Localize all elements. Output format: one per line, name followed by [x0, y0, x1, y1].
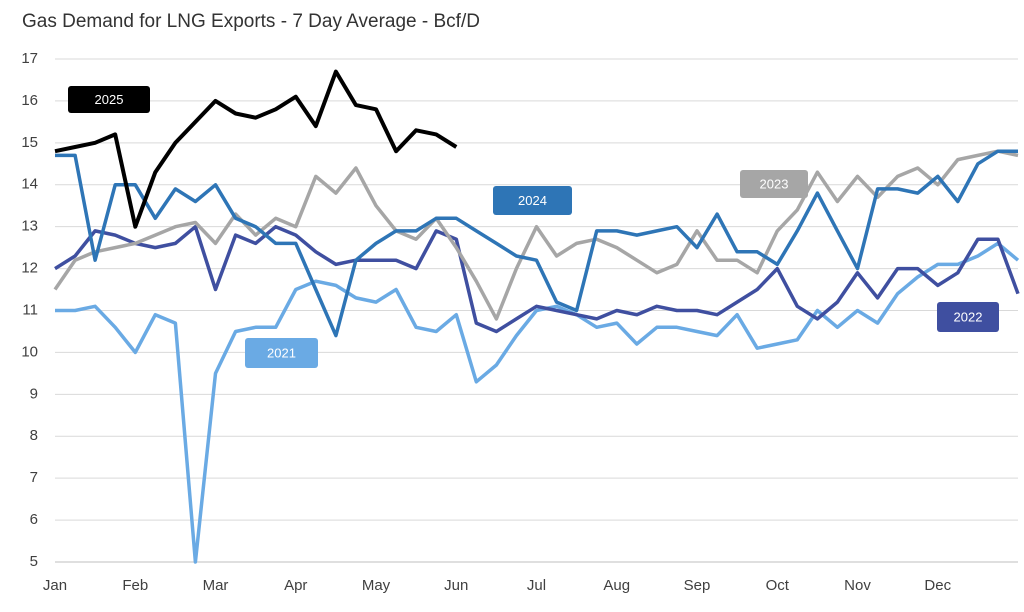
series-label: 2024 [518, 193, 547, 208]
series-label-box [68, 86, 150, 113]
x-tick-label: Jun [444, 577, 468, 594]
y-tick-label: 13 [21, 218, 38, 235]
x-tick-label: Jul [527, 577, 546, 594]
chart-title: Gas Demand for LNG Exports - 7 Day Avera… [22, 11, 480, 32]
series-line [53, 149, 1019, 321]
series-line [55, 149, 1018, 338]
series-label: 2022 [954, 309, 983, 324]
series-label: 2025 [95, 92, 124, 107]
x-tick-label: Dec [924, 577, 951, 594]
series-label-box [740, 170, 808, 198]
y-tick-label: 5 [30, 553, 38, 570]
y-tick-label: 8 [30, 427, 38, 444]
y-tick-label: 11 [22, 301, 38, 318]
y-tick-label: 6 [30, 511, 38, 528]
y-tick-label: 10 [21, 343, 38, 360]
y-tick-label: 17 [21, 50, 38, 67]
series-label: 2023 [760, 176, 789, 191]
x-tick-label: Feb [122, 577, 148, 594]
series-line [55, 241, 1020, 564]
x-tick-label: May [362, 577, 391, 594]
series-label-box [937, 302, 999, 332]
series-label-box [245, 338, 318, 368]
x-tick-label: Apr [284, 577, 307, 594]
x-tick-label: Sep [684, 577, 711, 594]
series-line [54, 224, 1020, 334]
y-tick-label: 12 [21, 260, 38, 277]
y-tick-label: 7 [30, 469, 38, 486]
series-label-box [493, 186, 572, 215]
x-tick-label: Mar [203, 577, 229, 594]
y-tick-label: 16 [21, 92, 38, 109]
series-line [54, 69, 458, 229]
x-tick-label: Nov [844, 577, 871, 594]
y-tick-label: 9 [30, 385, 38, 402]
x-tick-label: Oct [766, 577, 790, 594]
y-tick-label: 14 [21, 176, 38, 193]
x-tick-label: Jan [43, 577, 67, 594]
series-label: 2021 [267, 345, 296, 360]
x-tick-label: Aug [603, 577, 630, 594]
y-tick-label: 15 [21, 134, 38, 151]
